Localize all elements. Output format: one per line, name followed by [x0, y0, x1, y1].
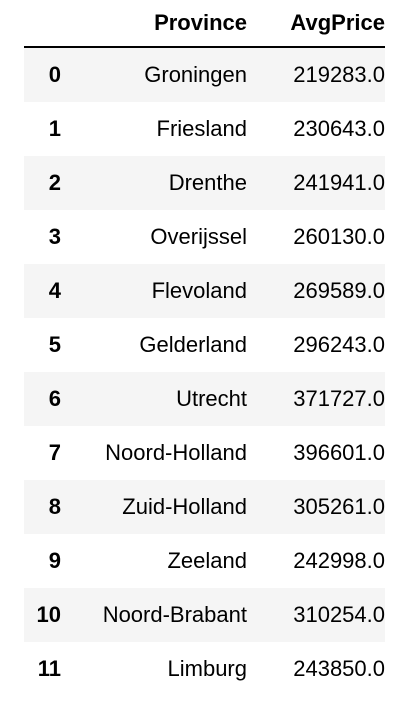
province-cell: Drenthe — [168, 170, 247, 195]
column-header-avgprice: AvgPrice — [247, 0, 385, 48]
avg-price-cell: 241941.0 — [293, 170, 385, 195]
avg-price-cell: 242998.0 — [293, 548, 385, 573]
table-row: 6 Utrecht 371727.0 — [24, 372, 385, 426]
row-index: 11 — [37, 656, 61, 681]
column-header-province: Province — [65, 0, 247, 48]
row-index: 5 — [48, 332, 61, 357]
row-index: 10 — [36, 602, 61, 627]
province-cell: Utrecht — [176, 386, 247, 411]
province-cell: Noord-Brabant — [102, 602, 247, 627]
table-row: 8 Zuid-Holland 305261.0 — [24, 480, 385, 534]
row-index: 2 — [48, 170, 61, 195]
table-row: 7 Noord-Holland 396601.0 — [24, 426, 385, 480]
province-cell: Zuid-Holland — [122, 494, 247, 519]
avg-price-cell: 396601.0 — [293, 440, 385, 465]
row-index: 8 — [48, 494, 61, 519]
avg-price-cell: 260130.0 — [293, 224, 385, 249]
province-price-table: Province AvgPrice 0 Groningen 219283.0 1 Fri… — [24, 0, 385, 696]
row-index: 1 — [48, 116, 61, 141]
row-index: 9 — [48, 548, 61, 573]
table-row: 5 Gelderland 296243.0 — [24, 318, 385, 372]
header-row: Province AvgPrice — [24, 0, 385, 48]
avg-price-cell: 219283.0 — [293, 62, 385, 87]
avg-price-cell: 296243.0 — [293, 332, 385, 357]
index-header — [24, 0, 65, 48]
table-row: 2 Drenthe 241941.0 — [24, 156, 385, 210]
row-index: 4 — [48, 278, 61, 303]
table-row: 10 Noord-Brabant 310254.0 — [24, 588, 385, 642]
avg-price-cell: 371727.0 — [293, 386, 385, 411]
avg-price-cell: 243850.0 — [293, 656, 385, 681]
row-index: 6 — [48, 386, 61, 411]
table-row: 0 Groningen 219283.0 — [24, 47, 385, 102]
province-cell: Groningen — [144, 62, 247, 87]
table-row: 9 Zeeland 242998.0 — [24, 534, 385, 588]
table-row: 3 Overijssel 260130.0 — [24, 210, 385, 264]
avg-price-cell: 230643.0 — [293, 116, 385, 141]
province-cell: Flevoland — [151, 278, 247, 303]
avg-price-cell: 305261.0 — [293, 494, 385, 519]
province-cell: Gelderland — [139, 332, 247, 357]
province-cell: Zeeland — [167, 548, 247, 573]
avg-price-cell: 310254.0 — [293, 602, 385, 627]
dataframe-output: Province AvgPrice 0 Groningen 219283.0 1 Fri… — [24, 0, 385, 696]
table-row: 1 Friesland 230643.0 — [24, 102, 385, 156]
province-cell: Friesland — [156, 116, 247, 141]
table-body: 0 Groningen 219283.0 1 Friesland 230643.0 2 Dre… — [24, 47, 385, 696]
table-row: 11 Limburg 243850.0 — [24, 642, 385, 696]
row-index: 0 — [48, 62, 61, 87]
province-cell: Limburg — [167, 656, 247, 681]
avg-price-cell: 269589.0 — [293, 278, 385, 303]
province-cell: Overijssel — [150, 224, 247, 249]
row-index: 7 — [48, 440, 61, 465]
row-index: 3 — [48, 224, 61, 249]
province-cell: Noord-Holland — [105, 440, 247, 465]
table-row: 4 Flevoland 269589.0 — [24, 264, 385, 318]
